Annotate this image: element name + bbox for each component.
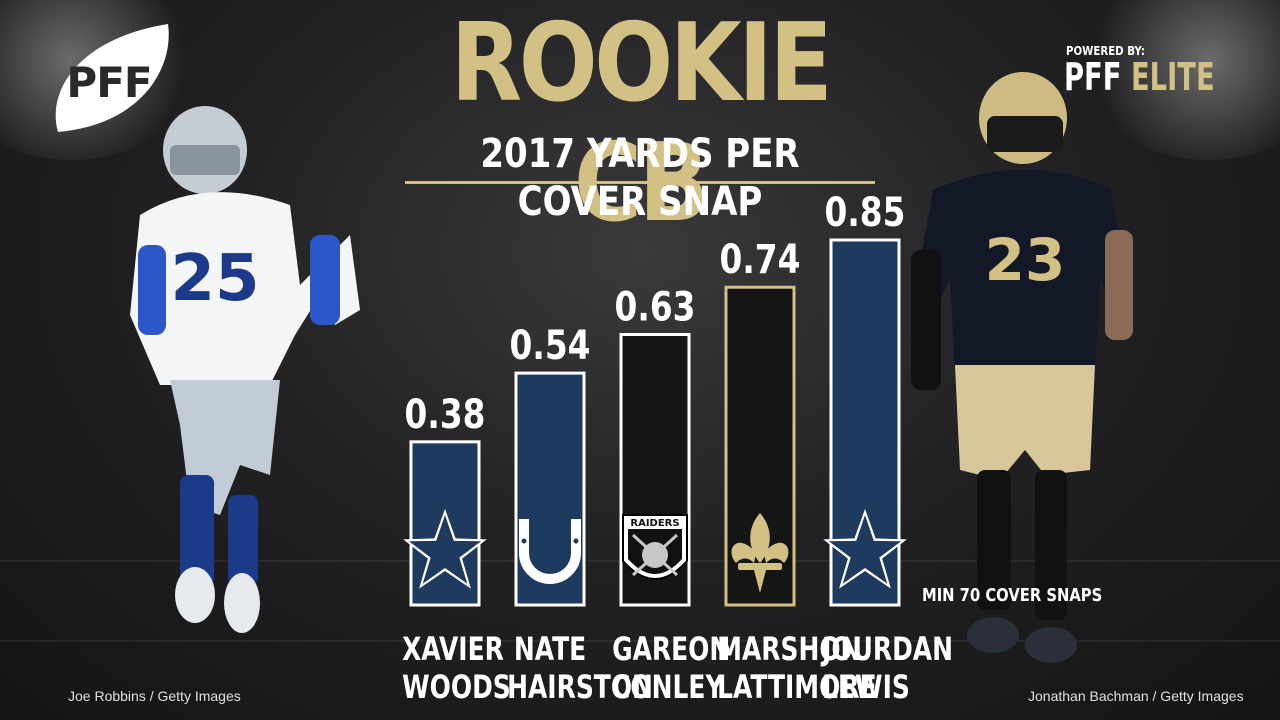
player-name-line: LATTIMORE — [717, 668, 877, 706]
svg-text:23: 23 — [985, 226, 1066, 294]
subtitle-underline — [405, 181, 875, 184]
photo-credit-left: Joe Robbins / Getty Images — [68, 688, 241, 704]
powered-by-label: POWERED BY: — [1066, 44, 1146, 58]
bar-value-label: 0.38 — [405, 391, 486, 438]
player-name-line: LEWIS — [822, 668, 910, 706]
bar-value-label: 0.63 — [615, 283, 696, 330]
pff-football-logo — [55, 24, 169, 132]
player-name-line: GAREON — [612, 630, 731, 668]
player-photo-saints: 23 — [911, 72, 1133, 663]
player-name-label: XAVIER WOODS — [402, 630, 511, 706]
player-name-line: MARSHON — [717, 630, 862, 668]
svg-text:RAIDERS: RAIDERS — [630, 518, 679, 529]
player-name-line: XAVIER — [402, 630, 504, 668]
pff-elite-brand-part-1: PFF — [1064, 55, 1122, 99]
svg-text:25: 25 — [170, 242, 259, 316]
star-icon — [403, 509, 487, 589]
player-name-label: JOURDAN LEWIS — [822, 630, 954, 706]
field-line — [0, 640, 1280, 642]
pff-elite-brand-part-2: ELITE — [1130, 55, 1215, 99]
min-snaps-note: MIN 70 COVER SNAPS — [922, 585, 1103, 606]
player-photo-cowboys: 25 — [130, 106, 360, 633]
photo-credit-right: Jonathan Bachman / Getty Images — [1028, 688, 1244, 704]
player-name-line: NATE — [513, 630, 587, 668]
pff-elite-brand: PFF ELITE — [1064, 55, 1215, 99]
player-name-line: CONLEY — [612, 668, 724, 706]
horseshoe-icon — [519, 519, 581, 584]
raiders-shield-icon: RAIDERS — [622, 514, 688, 580]
player-name-line: WOODS — [402, 668, 511, 706]
player-name-label: MARSHON LATTIMORE — [717, 630, 877, 706]
player-name-line: JOURDAN — [822, 630, 954, 668]
player-name-label: GAREON CONLEY — [612, 630, 731, 706]
bar-value-label: 0.54 — [510, 322, 591, 369]
bar-value-label: 0.74 — [720, 236, 801, 283]
bar-value-label: 0.85 — [825, 189, 906, 236]
pff-logo-text: PFF — [66, 58, 152, 107]
star-icon — [823, 509, 907, 589]
player-name-label: NATE HAIRSTON — [507, 630, 653, 706]
chart-subtitle: 2017 YARDS PER COVER SNAP — [480, 131, 800, 225]
player-name-line: HAIRSTON — [507, 668, 653, 706]
fleur-de-lis-icon — [731, 513, 789, 593]
